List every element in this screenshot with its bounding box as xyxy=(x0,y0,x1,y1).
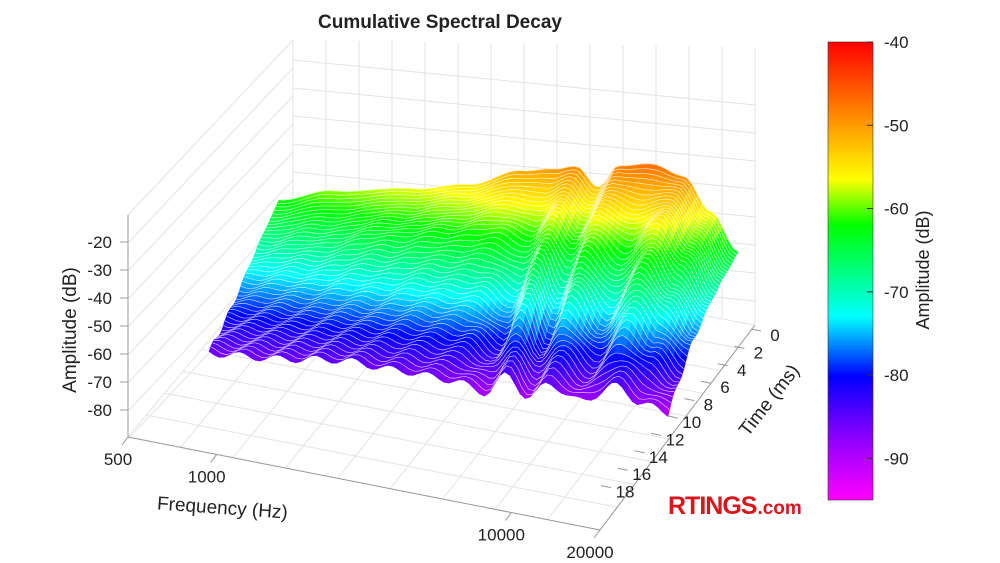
y-tick-label: 8 xyxy=(704,396,713,415)
x-tick xyxy=(210,454,218,463)
z-tick-label: -70 xyxy=(87,373,112,392)
y-tick-label: 6 xyxy=(720,378,729,397)
grid-line xyxy=(292,59,756,106)
time-slice-line xyxy=(267,190,728,272)
z-tick-label: -40 xyxy=(87,289,112,308)
x-tick-label: 20000 xyxy=(566,543,613,562)
time-slice-line xyxy=(275,172,736,258)
z-tick-label: -30 xyxy=(87,261,112,280)
x-tick-label: 10000 xyxy=(478,526,525,545)
time-slice-line xyxy=(274,175,734,261)
colorbar-tick-label: -90 xyxy=(884,449,909,468)
grid-line xyxy=(127,123,294,300)
y-tick-label: 4 xyxy=(737,361,746,380)
y-tick-label: 12 xyxy=(666,430,685,449)
time-slice-line xyxy=(272,179,732,264)
colorbar-tick-label: -40 xyxy=(884,33,909,52)
grid-line xyxy=(127,39,294,216)
colorbar-tick-label: -80 xyxy=(884,366,909,385)
y-tick xyxy=(750,328,762,332)
grid-line xyxy=(127,151,294,328)
x-tick xyxy=(593,529,601,539)
x-tick-label: 500 xyxy=(104,450,132,469)
time-slice-line xyxy=(271,183,731,267)
y-tick-label: 0 xyxy=(770,326,779,345)
z-tick-label: -50 xyxy=(87,317,112,336)
x-tick xyxy=(121,436,129,446)
logo-text: RTINGS.com xyxy=(668,492,802,520)
y-tick xyxy=(667,415,678,419)
grid-line xyxy=(127,179,294,356)
grid-line xyxy=(292,115,756,162)
logo-suffix: .com xyxy=(757,498,801,519)
y-tick xyxy=(617,467,628,471)
y-tick xyxy=(634,450,645,454)
colorbar-label: Amplitude (dB) xyxy=(913,210,933,329)
colorbar-scale xyxy=(827,41,874,501)
y-tick-label: 18 xyxy=(616,483,635,502)
time-slice-line xyxy=(259,206,720,287)
grid-line xyxy=(182,370,652,463)
logo-main: RTINGS xyxy=(668,492,757,520)
grid-line xyxy=(292,87,756,134)
y-tick-label: 16 xyxy=(632,465,651,484)
time-slice-line xyxy=(269,186,729,270)
z-tick-label: -20 xyxy=(87,233,112,252)
time-slice-line xyxy=(264,196,724,277)
y-tick xyxy=(700,380,712,384)
grid-line xyxy=(146,414,618,508)
z-axis-label: Amplitude (dB) xyxy=(60,267,81,393)
colorbar: -40 -50 -60 -70 -80 -90 xyxy=(827,33,909,501)
y-tick xyxy=(717,363,728,367)
x-tick xyxy=(504,512,512,521)
time-slice-line xyxy=(261,202,721,283)
colorbar-tick-label: -60 xyxy=(884,200,909,219)
grid-line xyxy=(164,392,635,485)
y-tick-label: 14 xyxy=(649,448,668,467)
grid-line xyxy=(127,95,294,272)
time-slice-line xyxy=(277,168,737,255)
time-slice-line xyxy=(279,163,739,253)
z-tick-label: -80 xyxy=(87,401,112,420)
chart-title: Cumulative Spectral Decay xyxy=(318,12,562,33)
rtings-logo: RTINGS.com xyxy=(668,492,802,520)
decay-surface xyxy=(208,163,739,418)
time-slice-line xyxy=(266,193,726,275)
y-tick xyxy=(684,398,695,402)
y-tick-label: 10 xyxy=(682,413,701,432)
y-tick-label: 2 xyxy=(754,343,763,362)
grid-line xyxy=(127,67,294,244)
y-tick xyxy=(600,485,612,489)
time-slice-line xyxy=(263,199,723,280)
x-tick-label: 1000 xyxy=(188,467,226,486)
z-tick-label: -60 xyxy=(87,345,112,364)
grid-line xyxy=(201,348,669,440)
colorbar-tick-label: -70 xyxy=(884,283,909,302)
colorbar-tick-label: -50 xyxy=(884,116,909,135)
y-tick xyxy=(650,432,662,436)
x-axis-label: Frequency (Hz) xyxy=(156,493,288,523)
